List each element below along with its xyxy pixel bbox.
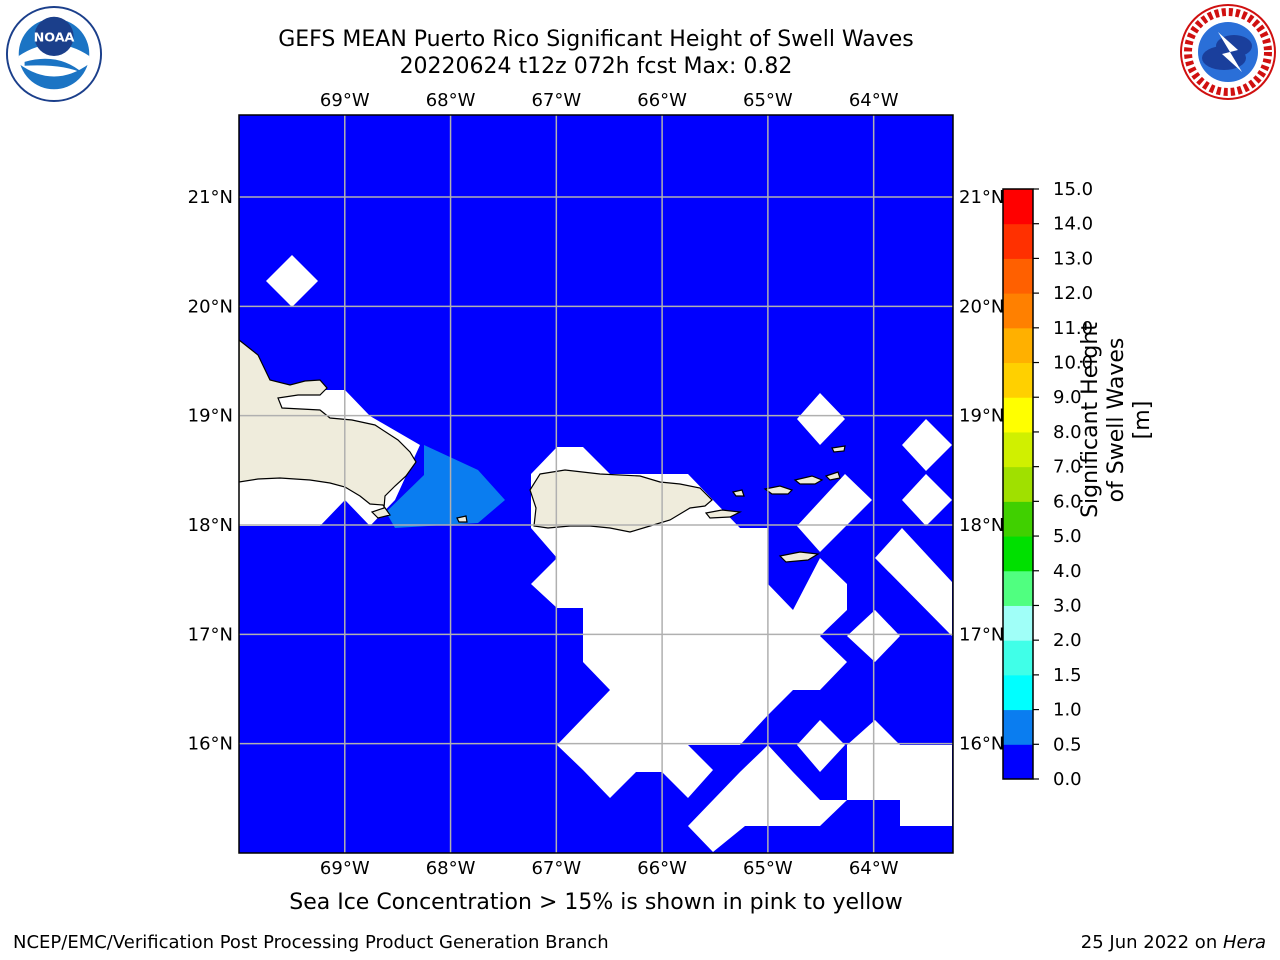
lon-label-bottom: 66°W [637,858,687,879]
lon-label-bottom: 64°W [849,858,899,879]
lat-label-right: 17°N [959,624,1004,645]
lon-label-bottom: 68°W [426,858,476,879]
colorbar-segment [1003,431,1033,468]
land-anguilla [831,445,846,453]
colorbar-frame [1002,188,1034,780]
lat-label-left: 18°N [188,515,233,536]
colorbar-tick-label: 14.0 [1053,214,1093,235]
missing-region [266,255,318,307]
lat-label-left: 16°N [188,734,233,755]
lat-label-right: 21°N [959,187,1004,208]
colorbar-tick-label: 0.5 [1053,734,1082,755]
lon-label-bottom: 65°W [743,858,793,879]
colorbar-segment [1003,501,1033,537]
colorbar-tick-label: 12.0 [1053,283,1093,304]
colorbar-segment [1003,466,1033,502]
land-puerto-rico [529,469,713,533]
colorbar-segment [1003,223,1033,259]
colorbar-segment [1003,258,1033,294]
colorbar-tick-label: 3.0 [1053,595,1082,616]
land-hispaniola [239,339,417,519]
land-vieques [704,509,743,519]
swell-0.5m-region [386,445,505,528]
footer-credit: NCEP/EMC/Verification Post Processing Pr… [13,932,609,953]
land-st-croix [778,551,820,563]
footer-date: 25 Jun 2022 on Hera [1081,932,1266,953]
colorbar-tick-label: 4.0 [1053,561,1082,582]
lat-label-left: 21°N [188,187,233,208]
missing-region [902,419,952,471]
sea-ice-note: Sea Ice Concentration > 15% is shown in … [289,890,903,915]
lon-label-top: 64°W [849,90,899,111]
lat-label-right: 20°N [959,296,1004,317]
colorbar-segment [1003,397,1033,433]
missing-region [875,528,952,636]
footer-date-text: 25 Jun 2022 on [1080,932,1223,953]
colorbar-tick-label: 1.0 [1053,700,1082,721]
footer-machine: Hera [1222,932,1266,953]
colorbar-segment [1003,327,1033,364]
lon-label-top: 69°W [320,90,370,111]
missing-region [797,393,845,445]
lat-label-right: 18°N [959,515,1004,536]
colorbar-tick-label: 5.0 [1053,526,1082,547]
lat-label-right: 16°N [959,734,1004,755]
colorbar-segment [1003,362,1033,398]
colorbar-tick-label: 1.5 [1053,665,1082,686]
lon-label-top: 65°W [743,90,793,111]
colorbar-tick-label: 2.0 [1053,630,1082,651]
colorbar-segment [1003,570,1033,606]
colorbar-tick-label: 11.0 [1053,318,1093,339]
lon-label-top: 68°W [426,90,476,111]
lon-label-bottom: 67°W [531,858,581,879]
colorbar-segment [1003,709,1033,745]
colorbar-tick-label: 6.0 [1053,491,1082,512]
noaa-logo-icon: NOAA [5,5,103,103]
chart-title: GEFS MEAN Puerto Rico Significant Height… [278,27,914,52]
colorbar-tick-label: 0.0 [1053,769,1082,790]
lon-label-top: 67°W [531,90,581,111]
lat-label-left: 20°N [188,296,233,317]
colorbar-tick-label: 9.0 [1053,387,1082,408]
land-mona [456,515,468,523]
land-virgin-islands [793,475,824,485]
colorbar-segment [1003,640,1033,676]
lat-label-left: 17°N [188,624,233,645]
colorbar-segment [1003,744,1033,780]
chart-subtitle: 20220624 t12z 072h fcst Max: 0.82 [399,54,793,79]
colorbar-segment [1003,189,1033,225]
colorbar-label: Significant Height of Swell Waves [m] [1078,322,1155,518]
missing-region [797,720,845,772]
land-virgin-islands [763,485,794,495]
colorbar-tick-label: 13.0 [1053,248,1093,269]
colorbar-tick-label: 15.0 [1053,179,1093,200]
noaa-logo-text: NOAA [34,30,75,45]
lat-label-left: 19°N [188,406,233,427]
missing-region [797,474,872,552]
colorbar-tick-label: 8.0 [1053,422,1082,443]
colorbar-segment [1003,293,1033,329]
colorbar-segment [1003,605,1033,641]
missing-region [688,720,952,852]
colorbar-tick-label: 7.0 [1053,457,1082,478]
nws-logo-icon [1180,4,1276,100]
lat-label-right: 19°N [959,406,1004,427]
colorbar-segment [1003,674,1033,711]
lon-label-top: 66°W [637,90,687,111]
colorbar-segment [1003,536,1033,572]
map-frame [238,114,954,854]
missing-region [902,474,952,526]
lon-label-bottom: 69°W [320,858,370,879]
land-culebra [731,489,745,497]
colorbar-tick-label: 10.0 [1053,353,1093,374]
land-virgin-islands [824,471,841,481]
